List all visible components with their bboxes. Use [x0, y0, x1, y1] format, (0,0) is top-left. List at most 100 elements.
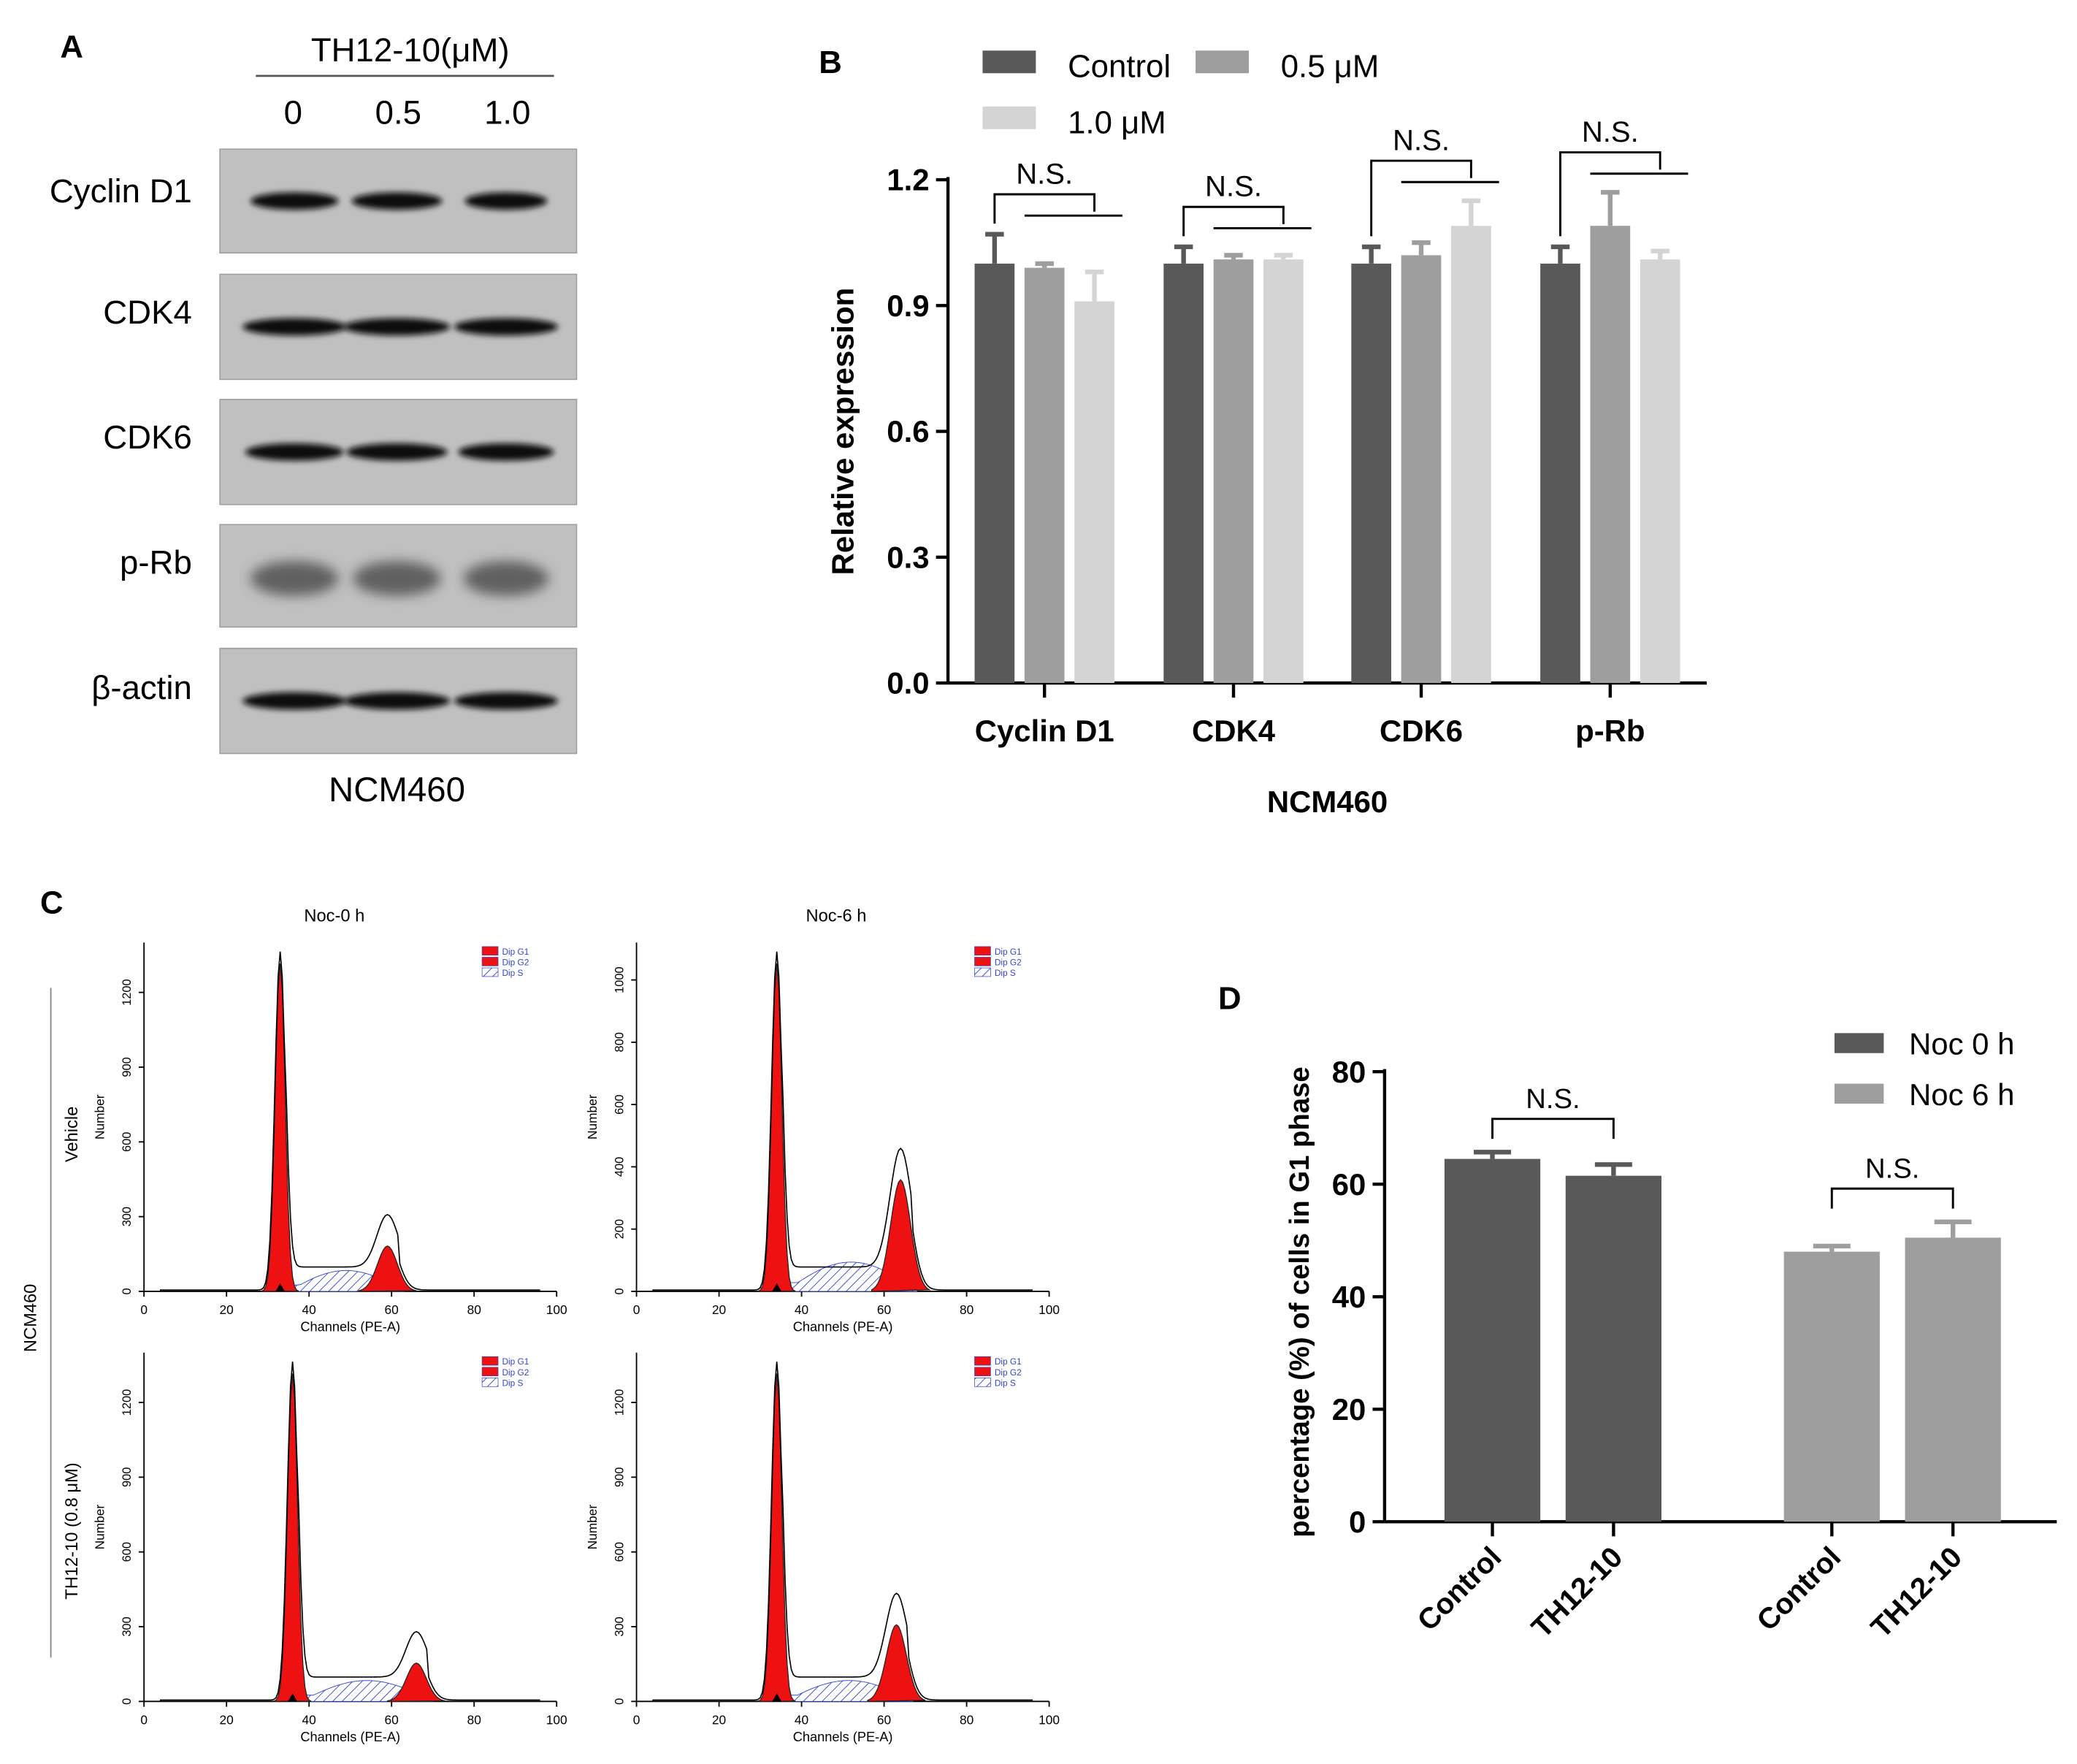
legend-label: Dip S	[995, 1378, 1016, 1388]
histogram-x-tick-label: 40	[795, 1302, 808, 1317]
legend-swatch	[974, 957, 991, 966]
histogram-y-tick-label: 1200	[613, 1389, 626, 1416]
legend-label: Dip S	[995, 968, 1016, 978]
blot-row-label: CDK4	[103, 294, 191, 331]
bar	[1590, 226, 1631, 684]
significance-label: N.S.	[1205, 171, 1262, 203]
histogram-x-tick-label: 20	[220, 1712, 234, 1727]
blot-row-label: p-Rb	[120, 544, 192, 581]
legend-swatch	[481, 967, 499, 977]
histogram-y-tick-label: 900	[613, 1467, 626, 1487]
significance-bracket	[1559, 151, 1661, 237]
dose-header: TH12-10(μM)	[311, 31, 510, 69]
histogram-y-tick-label: 1200	[121, 979, 134, 1005]
peak-marker-icon	[772, 1283, 782, 1291]
histogram-y-tick-label: 300	[613, 1616, 626, 1636]
histogram-x-tick-label: 60	[385, 1302, 399, 1317]
histogram-y-tick-label: 1000	[613, 966, 626, 993]
y-tick-label: 0.0	[887, 666, 929, 700]
legend-swatch	[481, 957, 499, 966]
y-tick-label: 0.3	[887, 540, 929, 574]
col-title-noc0: Noc-0 h	[304, 906, 364, 925]
histogram-x-tick-label: 80	[467, 1712, 481, 1727]
protein-band	[242, 318, 347, 336]
peak-marker-icon	[275, 1283, 286, 1291]
histogram-y-label: Number	[585, 1094, 600, 1139]
panel-b-chart: B Control 0.5 μM 1.0 μM 0.0 0.3 0.6 0.9 1.2 Rela…	[819, 45, 1707, 819]
x-tick-label: Control	[1751, 1541, 1847, 1638]
significance-bracket	[1491, 1118, 1615, 1139]
histogram-x-tick-label: 40	[795, 1712, 808, 1727]
x-tick-label: Control	[1412, 1541, 1508, 1638]
panel-c-letter: C	[40, 885, 64, 920]
histogram-y-label: Number	[93, 1505, 107, 1550]
legend-label: Control	[1068, 49, 1171, 85]
protein-band	[245, 443, 344, 461]
histogram-y-tick-label: 0	[121, 1288, 134, 1294]
histogram-y-tick-label: 0	[613, 1288, 626, 1294]
legend-label: 0.5 μM	[1281, 49, 1380, 85]
y-tick-label: 60	[1332, 1167, 1366, 1202]
legend-swatch	[1834, 1033, 1884, 1053]
legend-swatch	[974, 1356, 991, 1366]
histogram-panel: 0 20 40 60 80 100 0 300 600 900 1200 Channels (PE-A…	[93, 942, 567, 1335]
y-tick-label: 20	[1332, 1392, 1366, 1427]
x-axis-title: NCM460	[1267, 784, 1388, 819]
histogram-panel: 0 20 40 60 80 100 0 300 600 900 1200 Channels (PE-A…	[93, 1352, 567, 1744]
legend-swatch	[974, 946, 991, 956]
bar	[1263, 259, 1304, 684]
histogram-x-tick-label: 100	[546, 1302, 567, 1317]
histogram-y-tick-label: 600	[121, 1132, 134, 1152]
x-tick-label: Cyclin D1	[975, 714, 1114, 748]
histogram-panel: 0 20 40 60 80 100 0 300 600 900 1200 Channels (PE-A…	[585, 1352, 1060, 1744]
y-tick-label: 0.6	[887, 414, 929, 448]
histogram-y-tick-label: 300	[121, 1207, 134, 1226]
western-blots: Cyclin D1 CDK4 CDK6 p-Rb β-actin	[50, 148, 578, 755]
protein-band	[458, 443, 554, 461]
protein-band	[343, 692, 451, 710]
legend-label: Dip G1	[502, 1356, 529, 1367]
protein-band	[346, 443, 448, 461]
legend-label: Dip S	[502, 1378, 523, 1388]
histogram-x-tick-label: 60	[877, 1712, 891, 1727]
histogram-x-tick-label: 40	[302, 1302, 316, 1317]
histogram-x-tick-label: 20	[220, 1302, 234, 1317]
protein-band	[250, 192, 339, 210]
significance-bracket	[1370, 159, 1472, 237]
histogram-x-label: Channels (PE-A)	[300, 1730, 400, 1744]
legend-label: Dip G1	[995, 947, 1022, 957]
histogram-y-label: Number	[93, 1094, 107, 1139]
significance-label: N.S.	[1865, 1153, 1919, 1185]
x-tick-label: TH12-10	[1865, 1541, 1968, 1644]
bar	[1163, 263, 1204, 684]
histogram-y-tick-label: 800	[613, 1032, 626, 1052]
y-tick-label: 80	[1332, 1055, 1366, 1089]
histogram-y-tick-label: 900	[121, 1057, 134, 1077]
dip-g2-peak	[871, 1179, 931, 1292]
significance-label: N.S.	[1016, 158, 1073, 190]
legend-label: Dip S	[502, 968, 523, 978]
histogram-x-tick-label: 20	[712, 1302, 726, 1317]
blot-cell-line: NCM460	[329, 771, 465, 809]
bar	[1074, 301, 1114, 684]
histogram-x-tick-label: 100	[546, 1712, 567, 1727]
dip-g2-peak	[867, 1624, 926, 1702]
histogram-x-tick-label: 40	[302, 1712, 316, 1727]
bar	[1351, 263, 1391, 684]
histogram-y-label: Number	[585, 1505, 600, 1550]
x-tick-label: TH12-10	[1526, 1541, 1629, 1644]
histogram-x-label: Channels (PE-A)	[300, 1320, 400, 1335]
histogram-x-tick-label: 0	[140, 1712, 148, 1727]
panel-a: A TH12-10(μM) 0 0.5 1.0 Cyclin D1 CDK4 CDK…	[50, 28, 578, 809]
significance-bracket	[1830, 1187, 1954, 1209]
legend-label: Dip G2	[995, 957, 1022, 967]
histogram-x-tick-label: 0	[633, 1302, 640, 1317]
y-tick-label: 40	[1332, 1280, 1366, 1314]
y-tick-label: 0.9	[887, 289, 929, 323]
panel-a-letter: A	[60, 28, 83, 64]
dip-g1-peak	[261, 963, 299, 1292]
bar	[1444, 1158, 1541, 1522]
bar	[974, 263, 1015, 684]
